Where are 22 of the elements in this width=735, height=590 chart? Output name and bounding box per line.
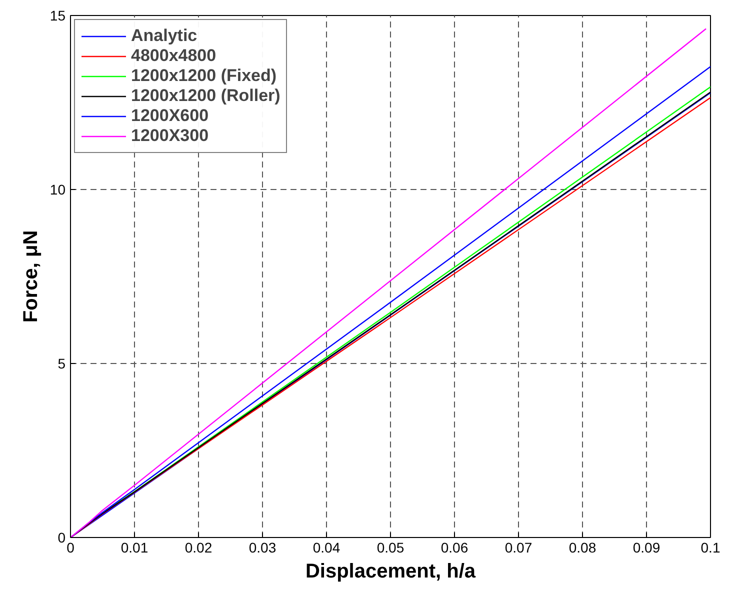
x-tick-label: 0.03 bbox=[248, 540, 276, 556]
y-tick-label: 5 bbox=[58, 356, 66, 372]
legend-label: 1200X300 bbox=[131, 126, 209, 146]
y-tick-label: 15 bbox=[50, 8, 66, 24]
legend-label: 1200x1200 (Roller) bbox=[131, 86, 280, 106]
y-tick-label: 10 bbox=[50, 182, 66, 198]
x-tick-label: 0.04 bbox=[312, 540, 340, 556]
x-tick-label: 0.09 bbox=[632, 540, 660, 556]
y-tick-label: 0 bbox=[58, 530, 66, 546]
x-tick-label: 0.05 bbox=[376, 540, 404, 556]
legend-label: Analytic bbox=[131, 26, 198, 46]
x-axis-title: Displacement, h/a bbox=[305, 560, 476, 582]
y-axis-title: Force, μN bbox=[20, 230, 42, 323]
x-tick-label: 0.06 bbox=[440, 540, 468, 556]
x-tick-label: 0.08 bbox=[568, 540, 596, 556]
x-tick-label: 0.02 bbox=[184, 540, 212, 556]
legend-label: 4800x4800 bbox=[131, 46, 216, 66]
legend-label: 1200X600 bbox=[131, 106, 209, 126]
legend-label: 1200x1200 (Fixed) bbox=[131, 66, 277, 86]
x-tick-label: 0.07 bbox=[504, 540, 532, 556]
x-tick-label: 0.01 bbox=[120, 540, 148, 556]
x-tick-label: 0.1 bbox=[700, 540, 720, 556]
